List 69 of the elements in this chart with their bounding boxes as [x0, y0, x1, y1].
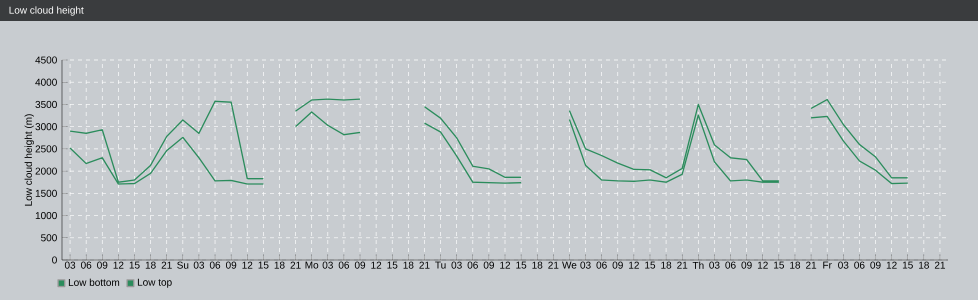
x-tick-label: 03 [322, 262, 333, 269]
x-tick-label: 09 [226, 262, 236, 269]
x-tick-label: 09 [741, 262, 752, 269]
x-tick-label: 09 [484, 262, 494, 269]
y-tick-label: 500 [41, 234, 57, 242]
x-tick-label: 15 [902, 262, 913, 269]
x-tick-label: 21 [290, 262, 301, 269]
x-tick-label: 09 [870, 262, 881, 269]
x-tick-label: Th [692, 262, 704, 269]
x-tick-label: 12 [242, 262, 252, 269]
legend-label: Low bottom [68, 278, 120, 286]
x-tick-label: Mo [306, 262, 318, 269]
x-tick-label: 21 [934, 262, 946, 269]
y-tick-label: 2000 [36, 168, 57, 175]
x-tick-label: 18 [274, 262, 285, 269]
x-tick-label: 12 [629, 262, 639, 269]
x-tick-label: 21 [677, 262, 688, 269]
x-tick-label: Tu [435, 262, 446, 269]
x-tick-label: 21 [419, 262, 430, 269]
x-tick-label: 12 [114, 262, 124, 269]
x-tick-label: 12 [500, 262, 510, 269]
x-tick-label: 18 [404, 262, 414, 269]
x-tick-label: 09 [354, 262, 366, 269]
y-tick-label: 1500 [36, 190, 57, 197]
chart-title: Low cloud height [10, 6, 84, 16]
y-tick-label: 3000 [35, 123, 57, 130]
y-tick-label: 0 [52, 256, 57, 264]
y-tick-label: 2500 [36, 145, 57, 152]
x-tick-label: Fr [823, 262, 832, 268]
y-tick-label: 3500 [35, 100, 57, 108]
y-axis-title: Low cloud height (m) [24, 114, 34, 206]
x-tick-label: 03 [709, 262, 720, 269]
x-tick-label: 12 [371, 262, 382, 269]
x-tick-label: 06 [596, 262, 607, 269]
y-tick-label: 4500 [35, 56, 57, 64]
x-tick-label: 18 [790, 262, 800, 269]
x-tick-label: 21 [806, 262, 816, 269]
x-tick-label: 12 [758, 262, 768, 269]
x-tick-label: 06 [468, 262, 478, 269]
x-tick-label: 21 [162, 262, 172, 269]
x-tick-label: 15 [645, 262, 656, 269]
x-tick-label: 21 [548, 262, 558, 269]
legend-label: Low top [138, 278, 172, 288]
x-tick-label: 06 [338, 262, 350, 269]
x-tick-label: 18 [532, 262, 542, 269]
x-tick-label: 18 [661, 262, 672, 269]
x-tick-label: 18 [146, 262, 156, 269]
x-tick-label: 15 [130, 262, 140, 269]
x-tick-label: 03 [64, 262, 76, 269]
x-tick-label: 06 [725, 262, 736, 269]
x-tick-label: 03 [838, 262, 848, 269]
x-tick-label: 15 [516, 262, 526, 269]
x-tick-label: 09 [612, 262, 623, 269]
x-tick-label: 09 [97, 262, 108, 269]
x-tick-label: 15 [258, 262, 269, 269]
x-tick-label: 15 [774, 262, 784, 269]
y-tick-label: 1000 [36, 212, 57, 220]
x-tick-label: 06 [81, 262, 92, 269]
x-tick-label: We [562, 262, 576, 269]
x-tick-label: 06 [210, 262, 220, 269]
y-tick-label: 4000 [35, 78, 57, 86]
x-tick-label: 12 [886, 262, 897, 269]
x-tick-label: Su [177, 262, 188, 269]
x-tick-label: 03 [194, 262, 204, 269]
x-tick-label: 18 [919, 262, 929, 269]
x-tick-label: 03 [580, 262, 591, 269]
x-tick-label: 03 [452, 262, 462, 269]
x-tick-label: 15 [387, 262, 398, 269]
x-tick-label: 06 [854, 262, 865, 269]
